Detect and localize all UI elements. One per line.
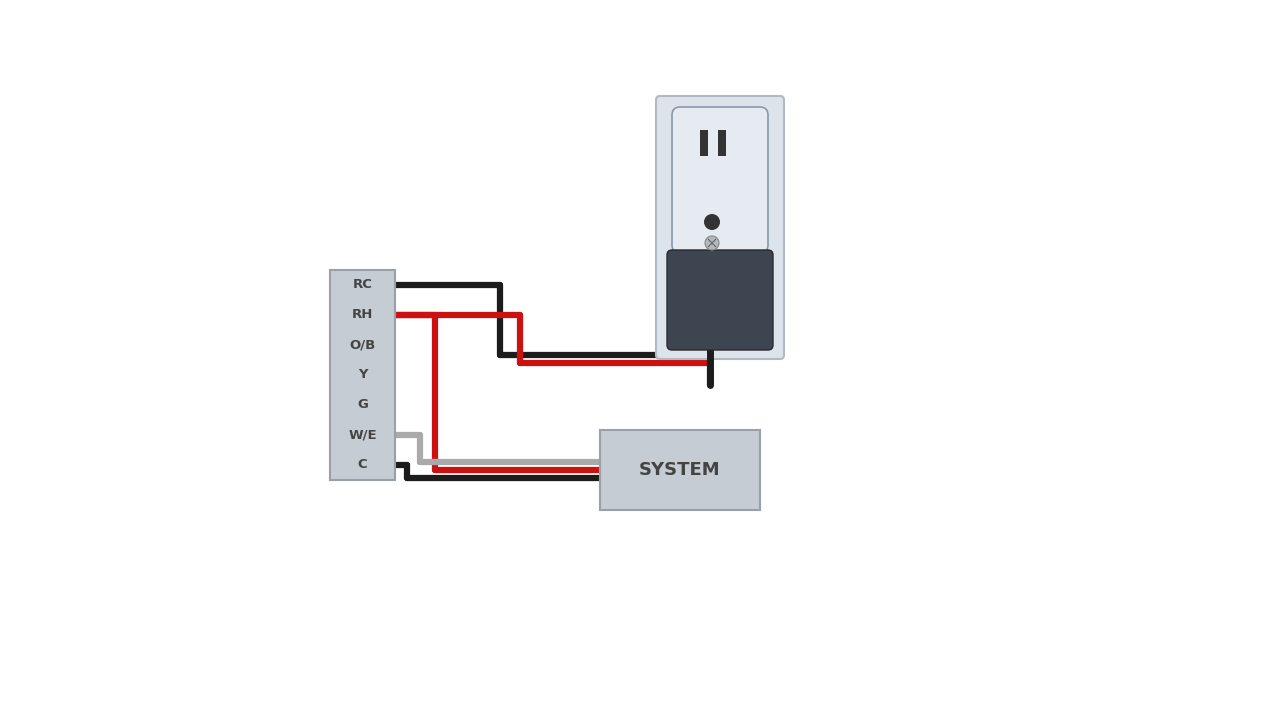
Circle shape <box>706 236 720 250</box>
FancyBboxPatch shape <box>673 107 768 253</box>
Bar <box>718 130 726 156</box>
Text: RC: RC <box>353 279 372 292</box>
Text: SYSTEM: SYSTEM <box>640 461 721 479</box>
Text: G: G <box>357 399 368 411</box>
FancyBboxPatch shape <box>656 96 784 359</box>
Text: RH: RH <box>352 309 373 322</box>
Text: W/E: W/E <box>348 429 377 441</box>
Bar <box>330 270 395 480</box>
Bar <box>700 130 708 156</box>
Text: Y: Y <box>358 369 367 381</box>
Bar <box>600 430 760 510</box>
Text: C: C <box>358 458 367 471</box>
FancyBboxPatch shape <box>667 250 773 350</box>
Text: O/B: O/B <box>349 339 376 352</box>
Ellipse shape <box>704 214 720 230</box>
